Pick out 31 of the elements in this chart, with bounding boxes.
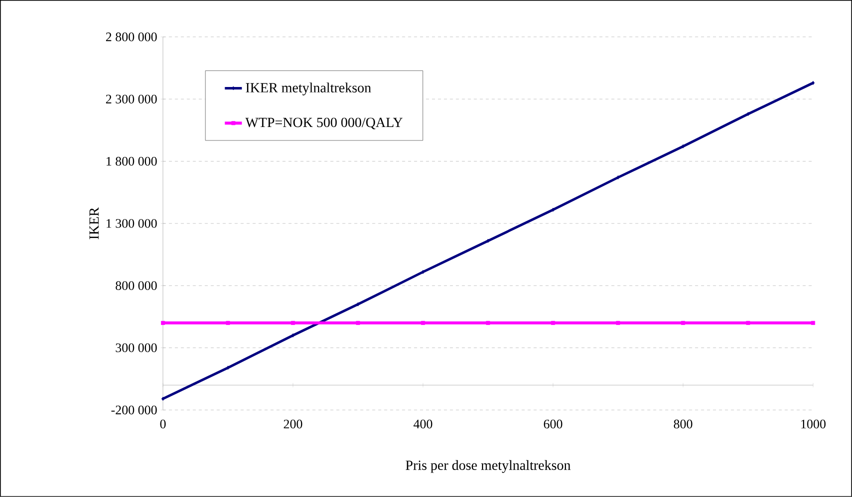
x-axis-title: Pris per dose metylnaltrekson: [406, 460, 571, 473]
x-tick-label: 200: [284, 420, 302, 428]
y-tick-label: 300 000: [116, 343, 157, 352]
point: [421, 320, 426, 325]
x-tick-label: 800: [674, 420, 692, 428]
y-tick-label: 800 000: [116, 281, 157, 290]
y-tick-label: 2 800 000: [106, 32, 157, 42]
y-tick-label: 2 300 000: [106, 94, 157, 104]
y-tick-label: 1 300 000: [106, 219, 157, 228]
point: [161, 396, 164, 401]
x-tick-label: 600: [544, 420, 562, 428]
point: [616, 175, 620, 180]
y-axis-title: IKER: [89, 207, 99, 240]
point: [290, 320, 295, 325]
point: [160, 320, 165, 325]
legend-label: WTP=NOK 500 000/QALY: [245, 118, 403, 130]
point: [681, 320, 686, 325]
point: [616, 320, 620, 325]
point: [486, 320, 490, 325]
point: [746, 320, 750, 325]
y-tick-label: 1 800 000: [106, 156, 157, 166]
legend-label: IKER metylnaltrekson: [246, 82, 372, 96]
point: [811, 320, 816, 325]
x-tick-label: 0: [160, 420, 166, 428]
point: [226, 320, 230, 325]
y-tick-label: -200 000: [111, 406, 157, 414]
point: [551, 320, 556, 325]
x-tick-label: 1000: [801, 420, 826, 428]
x-tick-label: 400: [414, 420, 432, 428]
point: [812, 80, 815, 85]
point: [746, 112, 750, 116]
